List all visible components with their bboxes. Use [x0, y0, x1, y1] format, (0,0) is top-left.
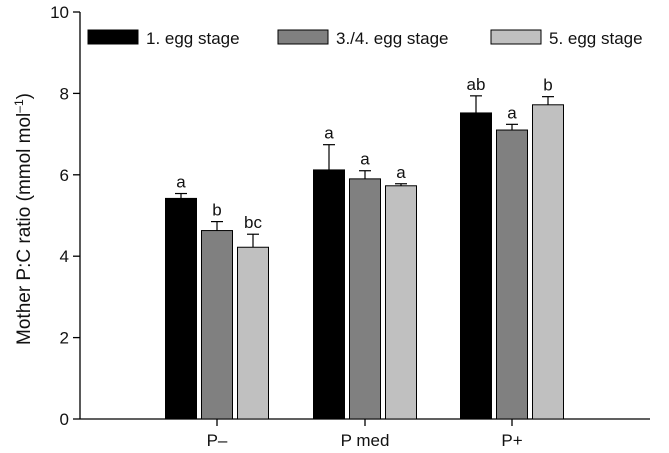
significance-label: a: [176, 173, 186, 192]
significance-label: a: [396, 163, 406, 182]
bar: [349, 178, 381, 420]
bar: [460, 112, 492, 420]
bar: [237, 246, 269, 420]
bar: [201, 230, 233, 420]
significance-label: bc: [244, 213, 262, 232]
bar: [313, 169, 345, 420]
y-axis-label-superscript: –1: [12, 99, 26, 113]
significance-label: b: [543, 76, 552, 95]
legend-swatch: [87, 29, 139, 45]
significance-label: ab: [467, 75, 486, 94]
x-tick-label: P med: [341, 431, 390, 450]
legend-label: 3./4. egg stage: [336, 29, 448, 48]
legend-swatch: [277, 29, 329, 45]
significance-label: a: [360, 150, 370, 169]
significance-label: a: [507, 103, 517, 122]
y-axis-label-suffix: ): [14, 93, 35, 99]
bar: [532, 104, 564, 420]
y-tick-label: 2: [60, 329, 69, 348]
bar: [385, 185, 417, 420]
y-tick-label: 0: [60, 410, 69, 429]
y-tick-label: 8: [60, 84, 69, 103]
significance-label: b: [212, 201, 221, 220]
significance-label: a: [324, 124, 334, 143]
x-axis: P– P med P+: [80, 418, 650, 450]
legend: 1. egg stage 3./4. egg stage 5. egg stage: [87, 29, 643, 48]
legend-swatch: [490, 29, 542, 45]
bar: [165, 197, 197, 420]
legend-label: 1. egg stage: [146, 29, 240, 48]
y-tick-label: 6: [60, 166, 69, 185]
bar: [496, 129, 528, 420]
y-axis-label: Mother P:C ratio (mmol mol–1): [12, 93, 35, 345]
y-axis-label-main: Mother P:C ratio (mmol mol: [14, 113, 35, 345]
legend-label: 5. egg stage: [549, 29, 643, 48]
y-tick-label: 10: [50, 3, 69, 22]
x-tick-label: P+: [501, 431, 522, 450]
y-axis: 0 2 4 6 8 10: [50, 3, 81, 429]
x-tick-label: P–: [207, 431, 228, 450]
y-tick-label: 4: [60, 247, 69, 266]
